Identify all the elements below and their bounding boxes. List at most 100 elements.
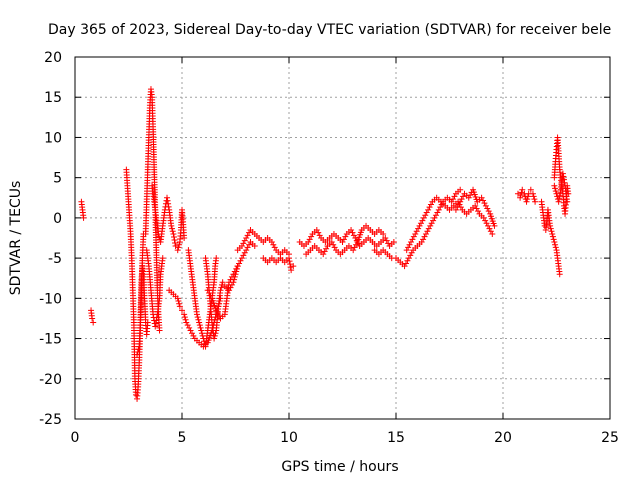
- data-point: [480, 197, 487, 204]
- data-point: [489, 230, 496, 237]
- data-point: [316, 232, 323, 239]
- data-point: [169, 225, 176, 232]
- data-point: [556, 192, 563, 199]
- data-point: [194, 314, 201, 321]
- data-point: [251, 243, 258, 250]
- data-point: [170, 233, 177, 240]
- data-point: [434, 209, 441, 216]
- data-point: [350, 247, 357, 254]
- data-point: [421, 233, 428, 240]
- data-point: [472, 202, 479, 209]
- data-point: [428, 220, 435, 227]
- data-point: [548, 228, 555, 235]
- data-point: [193, 311, 200, 318]
- data-point: [417, 220, 424, 227]
- data-point: [175, 298, 182, 305]
- data-point: [424, 228, 431, 235]
- data-point: [237, 257, 244, 264]
- data-point: [416, 222, 423, 229]
- data-point: [420, 214, 427, 221]
- data-point: [330, 241, 337, 248]
- data-point: [412, 230, 419, 237]
- data-point: [207, 292, 214, 299]
- data-point: [478, 194, 485, 201]
- y-tick-label: -10: [39, 291, 62, 307]
- data-point: [382, 235, 389, 241]
- data-point: [390, 239, 397, 246]
- data-point: [244, 244, 251, 251]
- data-point: [169, 228, 176, 235]
- data-point: [551, 239, 558, 246]
- data-point: [89, 315, 96, 322]
- data-point: [383, 237, 390, 244]
- data-point: [451, 193, 458, 200]
- data-point: [198, 327, 205, 334]
- data-point: [234, 263, 241, 270]
- x-tick-label: 10: [280, 430, 298, 446]
- data-point: [198, 330, 205, 337]
- chart-title: Day 365 of 2023, Sidereal Day-to-day VTE…: [48, 22, 611, 38]
- data-point: [238, 255, 245, 262]
- data-point: [306, 236, 313, 243]
- data-point: [432, 212, 439, 219]
- data-point: [559, 170, 566, 177]
- data-point: [308, 233, 315, 240]
- data-point: [243, 247, 250, 254]
- data-point: [457, 186, 464, 193]
- data-point: [213, 255, 220, 262]
- data-point: [552, 244, 559, 251]
- data-point: [348, 226, 355, 233]
- data-point: [315, 229, 322, 236]
- data-point: [212, 330, 219, 337]
- data-point: [216, 312, 223, 319]
- data-point: [487, 228, 494, 235]
- data-point: [226, 279, 233, 286]
- data-point: [176, 300, 183, 307]
- data-point: [206, 289, 213, 296]
- data-point: [323, 245, 330, 252]
- data-point: [454, 204, 461, 211]
- data-point: [531, 196, 538, 203]
- y-tick-label: 10: [44, 130, 62, 146]
- data-point: [415, 225, 422, 232]
- data-point: [227, 276, 234, 283]
- x-axis-label: GPS time / hours: [281, 459, 398, 475]
- data-point: [270, 241, 277, 248]
- data-point: [547, 222, 554, 229]
- data-point: [425, 206, 432, 213]
- data-point: [80, 214, 87, 221]
- data-point: [409, 236, 416, 243]
- data-point: [410, 233, 417, 240]
- data-point: [214, 310, 221, 317]
- data-point: [483, 220, 490, 227]
- data-point: [320, 251, 327, 258]
- y-tick-label: 15: [44, 90, 62, 106]
- data-point: [431, 214, 438, 221]
- data-point: [213, 307, 220, 314]
- data-point: [425, 225, 432, 232]
- plot-area-border: [74, 56, 611, 420]
- data-point: [460, 193, 467, 200]
- data-point: [196, 319, 203, 326]
- y-tick-label: 20: [44, 50, 62, 66]
- data-point: [313, 226, 320, 233]
- data-point: [240, 240, 247, 247]
- data-point: [550, 236, 557, 243]
- data-point: [288, 267, 295, 274]
- data-point: [486, 225, 493, 232]
- data-point: [564, 198, 571, 205]
- data-point: [491, 222, 498, 229]
- data-point: [182, 316, 189, 323]
- data-point: [556, 195, 563, 202]
- data-point: [401, 263, 408, 270]
- y-tick-label: -15: [39, 332, 62, 348]
- data-point: [328, 239, 335, 246]
- axis-ticks: [74, 56, 611, 420]
- y-tick-label: -25: [39, 412, 62, 428]
- data-point: [427, 201, 434, 208]
- data-point: [164, 194, 171, 201]
- data-point: [243, 235, 250, 241]
- data-point: [187, 327, 194, 334]
- data-point: [176, 241, 183, 248]
